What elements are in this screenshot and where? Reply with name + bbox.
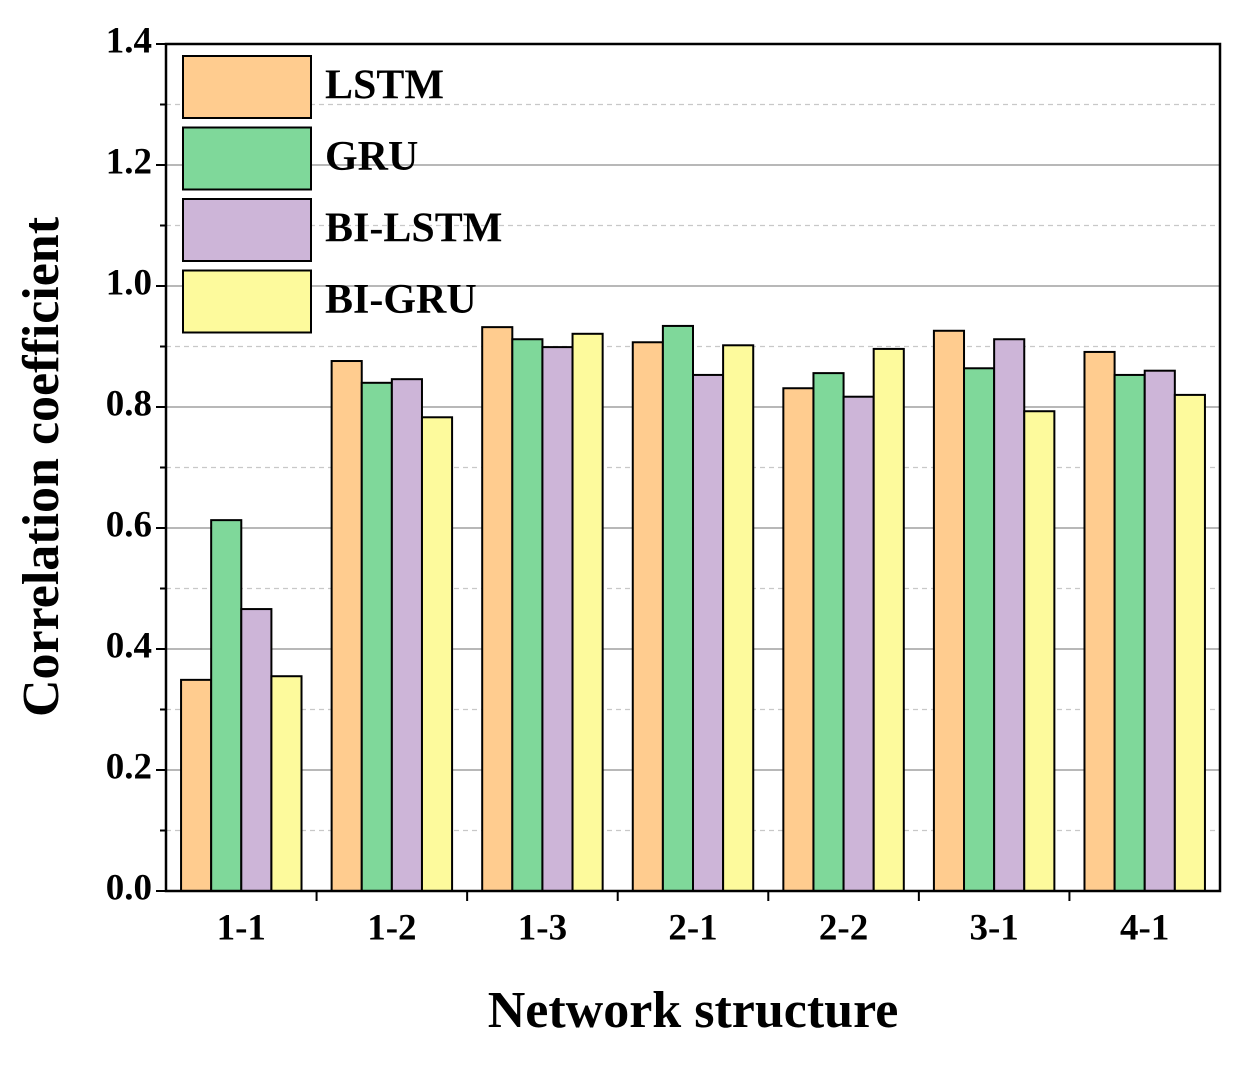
legend-label: BI-GRU xyxy=(325,277,477,323)
bar xyxy=(390,378,423,892)
bar xyxy=(812,372,845,892)
y-tick-label: 0.0 xyxy=(106,867,152,908)
bar xyxy=(240,608,273,892)
bar xyxy=(661,324,695,892)
legend-label: LSTM xyxy=(325,63,444,109)
bar xyxy=(270,675,303,892)
y-tick-label: 1.4 xyxy=(106,20,152,61)
bar xyxy=(1113,373,1146,892)
y-tick-label: 0.6 xyxy=(106,504,152,545)
x-tick-label: 1-1 xyxy=(217,907,266,948)
bar xyxy=(782,387,815,892)
bar xyxy=(872,347,905,893)
y-tick-label: 1.0 xyxy=(106,262,152,303)
bar xyxy=(1143,369,1176,892)
bar xyxy=(210,519,243,892)
y-tick-label: 0.4 xyxy=(106,625,152,666)
y-tick-label: 1.2 xyxy=(106,141,152,182)
bar xyxy=(631,341,664,892)
y-tick-label: 0.2 xyxy=(106,746,152,787)
bar xyxy=(541,346,574,893)
x-tick-label: 2-1 xyxy=(668,907,717,948)
x-tick-label: 1-3 xyxy=(518,907,567,948)
bar xyxy=(722,344,755,893)
bar xyxy=(692,373,725,892)
y-axis-title: Correlation coefficient xyxy=(13,216,70,717)
bar xyxy=(571,332,604,893)
x-tick-label: 3-1 xyxy=(969,907,1018,948)
bar xyxy=(420,416,454,892)
y-tick-label: 0.8 xyxy=(106,383,152,424)
legend-label: GRU xyxy=(325,134,418,180)
legend-swatch xyxy=(182,198,312,262)
bar xyxy=(511,338,544,892)
bar xyxy=(1173,393,1206,892)
bar xyxy=(1023,410,1056,892)
bar xyxy=(963,367,996,892)
bar xyxy=(481,326,514,892)
legend-swatch xyxy=(182,269,312,334)
bar xyxy=(330,360,363,892)
legend-swatch xyxy=(182,126,312,191)
x-axis-title: Network structure xyxy=(488,982,899,1039)
bar xyxy=(993,338,1026,892)
legend-swatch xyxy=(182,55,312,119)
x-tick-label: 4-1 xyxy=(1120,907,1169,948)
legend-label: BI-LSTM xyxy=(325,206,502,252)
bar xyxy=(180,678,213,892)
x-tick-label: 2-2 xyxy=(819,907,868,948)
bar xyxy=(1083,350,1116,892)
bar xyxy=(932,329,966,892)
x-tick-label: 1-2 xyxy=(367,907,416,948)
plot-frame xyxy=(164,42,1222,893)
bar xyxy=(360,381,393,892)
bar xyxy=(842,395,875,892)
